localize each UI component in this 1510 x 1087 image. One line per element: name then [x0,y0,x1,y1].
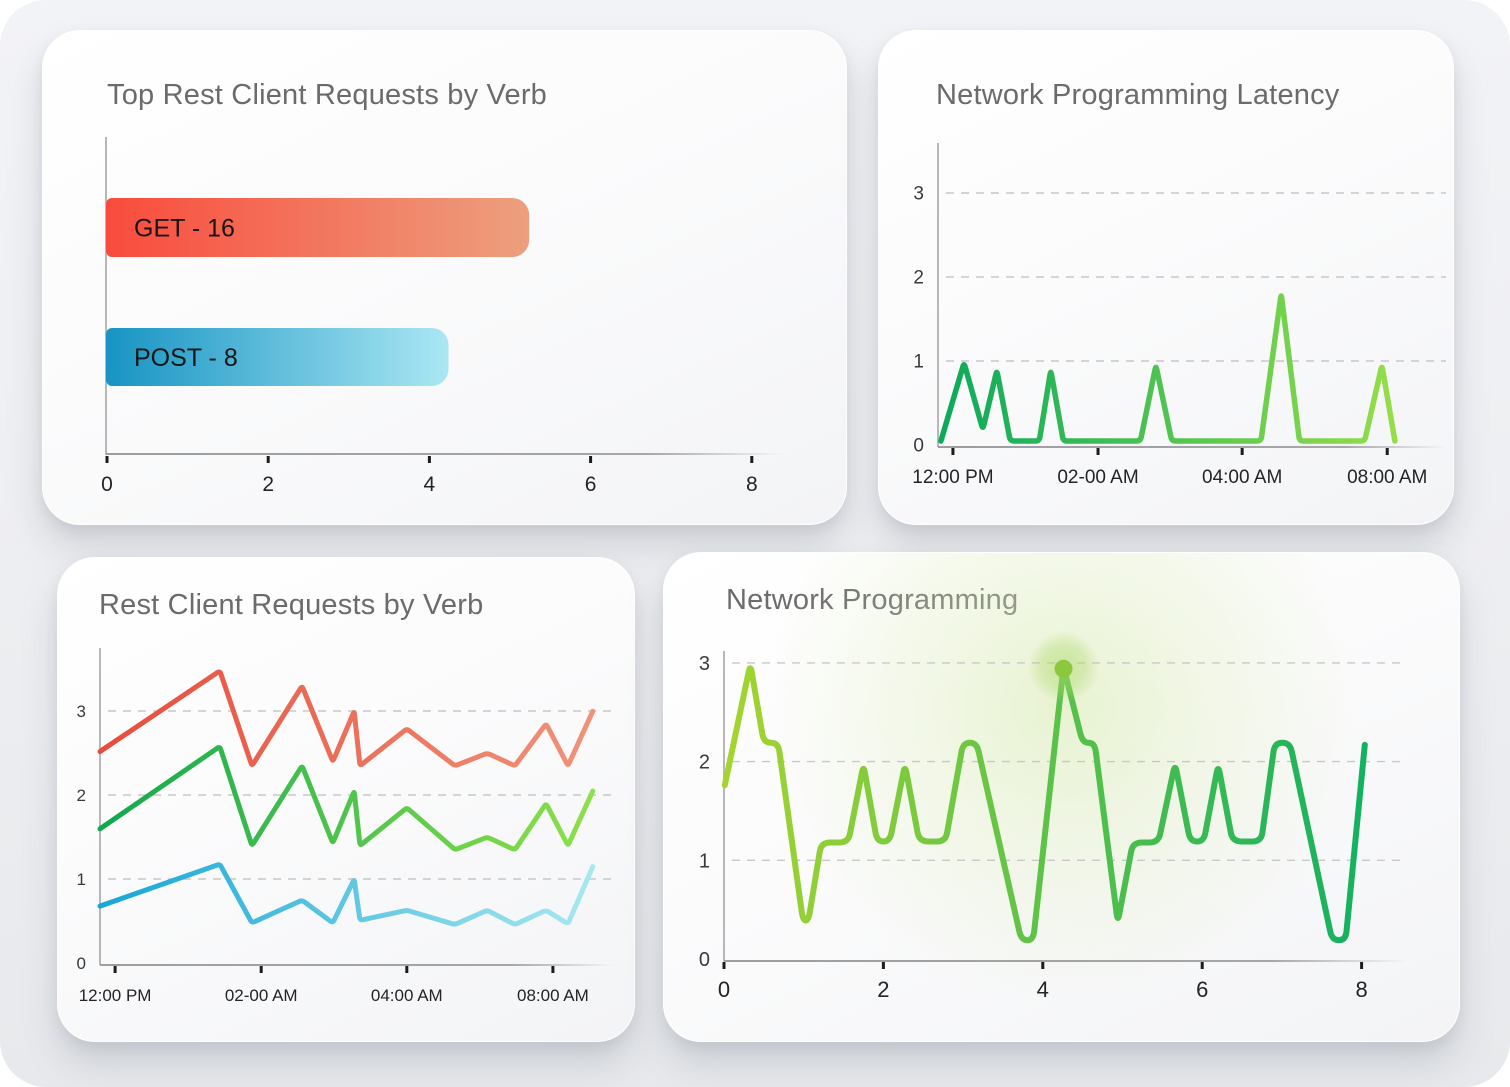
x-tick-label: 8 [1355,977,1367,1002]
x-tick-label: 6 [585,473,597,496]
x-tick-label: 08:00 AM [1347,467,1427,488]
y-tick-label: 0 [913,436,924,457]
network-programming-latency-card: Network Programming Latency 0 1 2 3 12:00 PM… [878,30,1454,525]
x-tick-label: 4 [424,473,436,496]
x-tick-label: 2 [877,977,889,1002]
x-tick-label: 2 [262,473,274,496]
series-blue-series-path[interactable] [97,862,596,927]
rest-client-requests-card: Rest Client Requests by Verb 0 1 2 3 12:00 P… [57,557,635,1042]
y-tick-label: 2 [699,752,710,774]
y-tick-label: 1 [77,870,86,889]
rest-client-requests-line-chart: 0 1 2 3 12:00 PM 02-00 AM 04:00 AM 08:00 AM [77,648,613,1005]
chart-title: Top Rest Client Requests by Verb [107,79,548,111]
y-tick-label: 2 [913,268,924,289]
bar-label: GET - 16 [134,215,235,243]
series-green-series-path[interactable] [97,745,596,852]
x-tick-label: 08:00 AM [517,986,589,1005]
y-tick-label: 1 [699,850,710,872]
highlight-glow [763,553,1364,1007]
y-tick-label: 3 [77,702,86,721]
x-tick-label: 04:00 AM [1202,467,1282,488]
highlight-dot[interactable] [1054,659,1073,678]
x-tick-label: 4 [1037,977,1049,1002]
y-tick-label: 0 [699,949,710,971]
x-tick-label: 8 [746,473,758,496]
series-red-series-path[interactable] [97,669,596,768]
network-programming-line-chart: 0 1 2 3 0 2 4 6 8 [699,553,1406,1007]
x-tick-label: 04:00 AM [371,986,443,1005]
x-tick-label: 12:00 PM [79,986,152,1005]
top-rest-client-requests-card: Top Rest Client Requests by Verb 0 2 4 6 8 GE… [42,30,847,525]
y-tick-label: 3 [913,184,924,205]
x-tick-label: 12:00 PM [912,467,993,488]
y-tick-label: 3 [699,653,710,675]
x-tick-label: 02-00 AM [1057,467,1138,488]
network-programming-series-path[interactable] [721,665,1368,944]
post-bar[interactable] [106,328,449,386]
bar-label: POST - 8 [134,344,238,372]
x-tick-label: 6 [1196,977,1208,1002]
latency-series-path[interactable] [938,293,1398,444]
x-tick-label: 02-00 AM [225,986,298,1005]
y-tick-label: 2 [77,786,86,805]
chart-title: Network Programming Latency [936,79,1340,111]
get-bar[interactable] [106,198,530,257]
y-tick-label: 0 [77,954,86,973]
chart-title: Rest Client Requests by Verb [99,589,484,621]
x-tick-label: 0 [101,473,113,496]
y-tick-label: 1 [913,352,924,373]
x-tick-label: 0 [718,977,730,1002]
network-programming-latency-line-chart: 0 1 2 3 12:00 PM 02-00 AM 04:00 AM 08:00 AM [912,143,1446,488]
top-rest-client-requests-bar-chart: 0 2 4 6 8 GET - 16 POST - 8 [101,137,783,496]
